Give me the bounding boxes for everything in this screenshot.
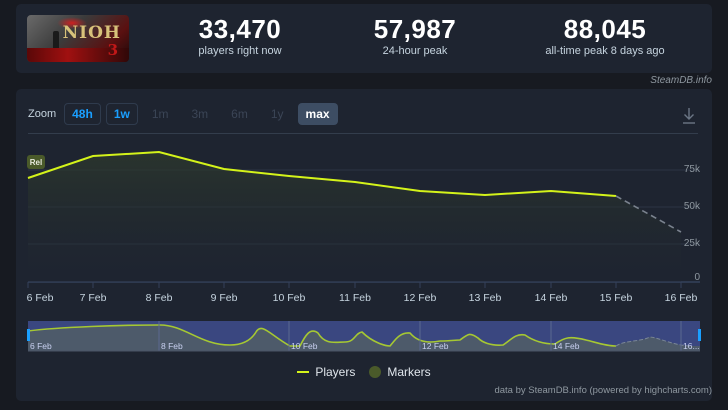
navigator-left-handle[interactable] bbox=[27, 329, 30, 341]
logo-figure bbox=[53, 31, 59, 49]
stat-value: 33,470 bbox=[198, 14, 282, 44]
svg-text:11 Feb: 11 Feb bbox=[339, 292, 371, 304]
stat-label: all-time peak 8 days ago bbox=[545, 45, 665, 57]
svg-text:16 Feb: 16 Feb bbox=[665, 292, 698, 304]
players-line[interactable] bbox=[27, 150, 617, 197]
svg-text:10 Feb: 10 Feb bbox=[273, 292, 306, 304]
svg-text:50k: 50k bbox=[684, 201, 701, 212]
svg-text:10 Feb: 10 Feb bbox=[291, 341, 318, 351]
legend-players[interactable]: Players bbox=[297, 365, 355, 379]
players-projected-line bbox=[615, 195, 682, 233]
svg-text:25k: 25k bbox=[684, 238, 701, 249]
zoom-max-button[interactable]: max bbox=[297, 103, 338, 125]
zoom-range-selector: Zoom 48h 1w 1m 3m 6m 1y max bbox=[28, 103, 338, 125]
svg-text:6 Feb: 6 Feb bbox=[27, 292, 54, 304]
svg-text:75k: 75k bbox=[684, 164, 701, 175]
stat-value: 88,045 bbox=[563, 14, 647, 44]
x-axis-labels: 6 Feb 7 Feb 8 Feb 9 Feb 10 Feb 11 Feb 12… bbox=[27, 292, 698, 304]
logo-ground bbox=[27, 48, 129, 62]
navigator-right-handle[interactable] bbox=[698, 329, 701, 341]
legend-markers[interactable]: Markers bbox=[369, 365, 431, 379]
players-line-icon bbox=[297, 371, 310, 373]
logo-subtitle: 3 bbox=[107, 41, 118, 59]
svg-text:15 Feb: 15 Feb bbox=[600, 292, 633, 304]
stat-all-time-peak: 88,045 all-time peak 8 days ago bbox=[525, 14, 685, 57]
legend-markers-label: Markers bbox=[387, 365, 431, 379]
stat-label: 24-hour peak bbox=[382, 45, 448, 57]
zoom-label: Zoom bbox=[28, 108, 57, 120]
svg-text:12 Feb: 12 Feb bbox=[422, 341, 449, 351]
svg-text:14 Feb: 14 Feb bbox=[535, 292, 568, 304]
stat-current-players: 33,470 players right now bbox=[160, 14, 320, 57]
zoom-1w-button[interactable]: 1w bbox=[105, 103, 138, 125]
legend-players-label: Players bbox=[315, 365, 356, 379]
release-marker[interactable]: Rel bbox=[27, 155, 45, 169]
svg-text:13 Feb: 13 Feb bbox=[469, 292, 502, 304]
svg-text:8 Feb: 8 Feb bbox=[146, 292, 173, 304]
highcharts-credit-link[interactable]: data by SteamDB.info (powered by highcha… bbox=[494, 385, 712, 396]
x-ticks bbox=[27, 282, 682, 288]
game-logo[interactable]: NIOH 3 bbox=[27, 15, 129, 62]
svg-text:Rel: Rel bbox=[30, 158, 42, 167]
svg-text:9 Feb: 9 Feb bbox=[211, 292, 238, 304]
stat-value: 57,987 bbox=[373, 14, 457, 44]
svg-text:12 Feb: 12 Feb bbox=[404, 292, 437, 304]
svg-text:0: 0 bbox=[694, 272, 700, 283]
navigator-line bbox=[27, 324, 617, 347]
chart-legend: Players Markers bbox=[0, 365, 728, 379]
y-axis-labels: 75k 50k 25k 0 bbox=[684, 164, 701, 283]
svg-text:14 Feb: 14 Feb bbox=[553, 341, 580, 351]
svg-text:7 Feb: 7 Feb bbox=[80, 292, 107, 304]
zoom-1y-button[interactable]: 1y bbox=[270, 107, 284, 121]
zoom-1m-button[interactable]: 1m bbox=[151, 107, 169, 121]
navigator[interactable]: 6 Feb 8 Feb 10 Feb 12 Feb 14 Feb 16... bbox=[27, 321, 701, 352]
players-area bbox=[28, 152, 681, 282]
stat-24h-peak: 57,987 24-hour peak bbox=[335, 14, 495, 57]
stat-label: players right now bbox=[198, 45, 282, 57]
download-icon[interactable] bbox=[682, 107, 696, 125]
svg-text:8 Feb: 8 Feb bbox=[161, 341, 183, 351]
stats-header bbox=[16, 4, 712, 73]
zoom-6m-button[interactable]: 6m bbox=[231, 107, 248, 121]
svg-text:16...: 16... bbox=[683, 341, 700, 351]
svg-text:6 Feb: 6 Feb bbox=[30, 341, 52, 351]
markers-dot-icon bbox=[369, 366, 382, 378]
logo-title: NIOH bbox=[62, 23, 121, 43]
navigator-labels: 6 Feb 8 Feb 10 Feb 12 Feb 14 Feb 16... bbox=[30, 341, 700, 351]
logo-sun bbox=[57, 17, 87, 29]
zoom-3m-button[interactable]: 3m bbox=[191, 107, 209, 121]
zoom-48h-button[interactable]: 48h bbox=[64, 103, 101, 125]
chart-top-separator bbox=[28, 133, 698, 134]
steamdb-credit-link[interactable]: SteamDB.info bbox=[650, 75, 712, 86]
